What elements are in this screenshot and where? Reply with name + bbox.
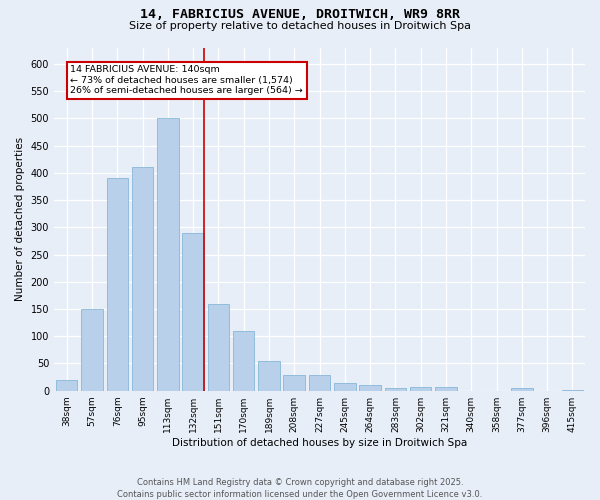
- Text: 14, FABRICIUS AVENUE, DROITWICH, WR9 8RR: 14, FABRICIUS AVENUE, DROITWICH, WR9 8RR: [140, 8, 460, 20]
- Bar: [56, 380, 77, 390]
- Text: Contains HM Land Registry data © Crown copyright and database right 2025.
Contai: Contains HM Land Registry data © Crown c…: [118, 478, 482, 499]
- Bar: [132, 168, 153, 390]
- Bar: [410, 388, 431, 390]
- Bar: [309, 376, 330, 390]
- Text: Size of property relative to detached houses in Droitwich Spa: Size of property relative to detached ho…: [129, 21, 471, 31]
- Y-axis label: Number of detached properties: Number of detached properties: [15, 137, 25, 301]
- Bar: [283, 376, 305, 390]
- Bar: [511, 388, 533, 390]
- Bar: [435, 387, 457, 390]
- X-axis label: Distribution of detached houses by size in Droitwich Spa: Distribution of detached houses by size …: [172, 438, 467, 448]
- Bar: [258, 360, 280, 390]
- Bar: [81, 309, 103, 390]
- Bar: [182, 232, 204, 390]
- Bar: [334, 382, 356, 390]
- Text: 14 FABRICIUS AVENUE: 140sqm
← 73% of detached houses are smaller (1,574)
26% of : 14 FABRICIUS AVENUE: 140sqm ← 73% of det…: [70, 66, 303, 96]
- Bar: [385, 388, 406, 390]
- Bar: [233, 331, 254, 390]
- Bar: [359, 386, 381, 390]
- Bar: [208, 304, 229, 390]
- Bar: [107, 178, 128, 390]
- Bar: [157, 118, 179, 390]
